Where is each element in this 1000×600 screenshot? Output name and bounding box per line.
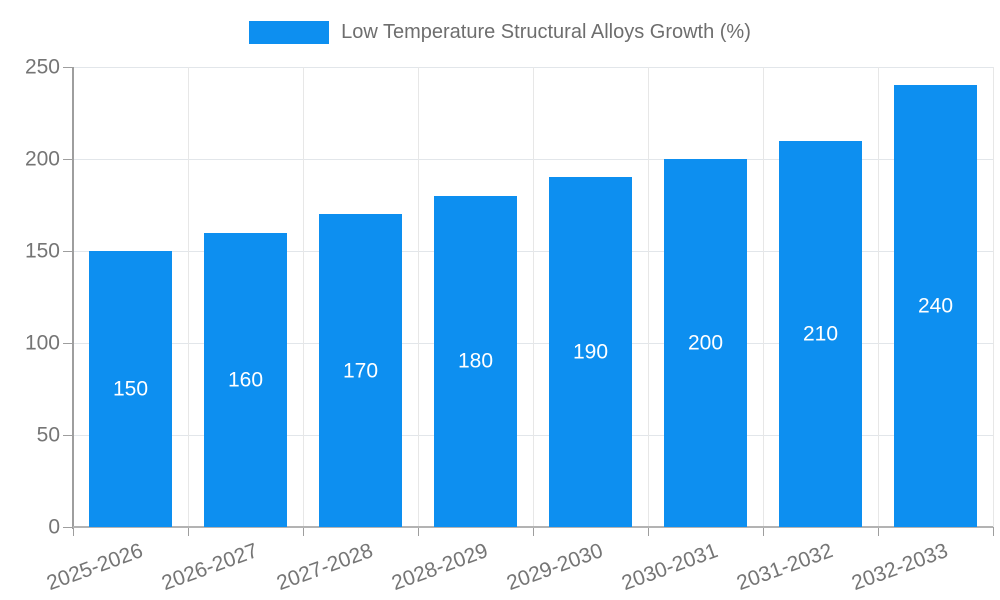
y-axis-line [72, 67, 74, 529]
gridline-vertical [187, 67, 189, 527]
x-axis-tick [877, 527, 879, 536]
bar[interactable]: 170 [319, 214, 402, 527]
bar-value-label: 200 [687, 331, 724, 355]
y-axis-tick-label: 0 [48, 515, 60, 539]
y-axis-tick-label: 100 [24, 331, 60, 355]
y-axis-tick-label: 250 [24, 55, 60, 79]
x-axis-tick [72, 527, 74, 536]
x-axis-tick [647, 527, 649, 536]
bar[interactable]: 160 [204, 232, 287, 527]
y-axis-tick [63, 434, 73, 436]
bar[interactable]: 240 [894, 85, 977, 527]
bar[interactable]: 190 [549, 177, 632, 527]
y-axis-tick-label: 200 [24, 147, 60, 171]
x-axis-tick [417, 527, 419, 536]
bar-value-label: 190 [572, 340, 609, 364]
x-axis-category-label: 2025-2026 [43, 539, 147, 596]
bar-value-label: 160 [227, 368, 264, 392]
x-axis-category-label: 2026-2027 [158, 539, 262, 596]
x-axis-tick [992, 527, 994, 536]
x-axis-category-label: 2027-2028 [273, 539, 377, 596]
x-axis-tick [302, 527, 304, 536]
y-axis-tick [63, 342, 73, 344]
chart-legend: Low Temperature Structural Alloys Growth… [0, 19, 1000, 45]
gridline-vertical [992, 67, 994, 527]
y-axis-tick [63, 158, 73, 160]
bar[interactable]: 200 [664, 159, 747, 527]
y-axis-tick-label: 50 [36, 423, 60, 447]
bar[interactable]: 150 [89, 251, 172, 527]
x-axis-line [73, 526, 993, 528]
bar-value-label: 180 [457, 349, 494, 373]
gridline-vertical [877, 67, 879, 527]
bar[interactable]: 180 [434, 195, 517, 527]
y-axis-tick [63, 66, 73, 68]
x-axis-tick [762, 527, 764, 536]
x-axis-tick [532, 527, 534, 536]
y-axis-tick [63, 250, 73, 252]
x-axis-category-label: 2032-2033 [848, 539, 952, 596]
gridline-vertical [647, 67, 649, 527]
bar-value-label: 150 [112, 377, 149, 401]
x-axis-tick [187, 527, 189, 536]
x-axis-category-label: 2031-2032 [733, 539, 837, 596]
x-axis-category-label: 2030-2031 [618, 539, 722, 596]
x-axis-category-label: 2029-2030 [503, 539, 607, 596]
bar-value-label: 170 [342, 359, 379, 383]
y-axis-tick [63, 526, 73, 528]
legend-swatch-icon [249, 20, 330, 44]
legend-label: Low Temperature Structural Alloys Growth… [341, 20, 751, 43]
bar-value-label: 210 [802, 322, 839, 346]
gridline-vertical [417, 67, 419, 527]
x-axis-category-label: 2028-2029 [388, 539, 492, 596]
bar-value-label: 240 [917, 294, 954, 318]
gridline-vertical [532, 67, 534, 527]
bar[interactable]: 210 [779, 140, 862, 527]
gridline-vertical [302, 67, 304, 527]
y-axis-tick-label: 150 [24, 239, 60, 263]
gridline-vertical [762, 67, 764, 527]
